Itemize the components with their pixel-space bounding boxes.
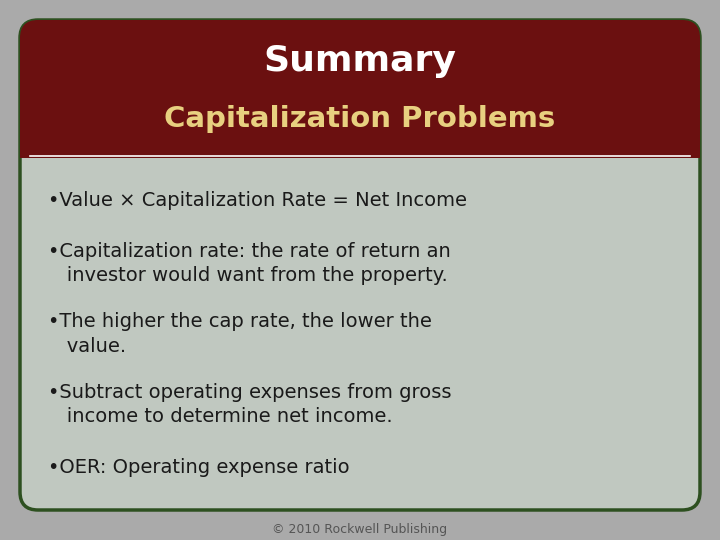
Text: Summary: Summary <box>264 44 456 78</box>
Text: © 2010 Rockwell Publishing: © 2010 Rockwell Publishing <box>272 523 448 537</box>
Text: •Subtract operating expenses from gross
   income to determine net income.: •Subtract operating expenses from gross … <box>48 383 451 426</box>
FancyBboxPatch shape <box>20 20 700 158</box>
Bar <box>20 140 700 158</box>
Text: Capitalization Problems: Capitalization Problems <box>164 105 556 133</box>
Text: •The higher the cap rate, the lower the
   value.: •The higher the cap rate, the lower the … <box>48 312 432 356</box>
Text: •Value × Capitalization Rate = Net Income: •Value × Capitalization Rate = Net Incom… <box>48 191 467 210</box>
FancyBboxPatch shape <box>20 20 700 510</box>
Text: •OER: Operating expense ratio: •OER: Operating expense ratio <box>48 458 350 477</box>
Text: •Capitalization rate: the rate of return an
   investor would want from the prop: •Capitalization rate: the rate of return… <box>48 242 451 285</box>
